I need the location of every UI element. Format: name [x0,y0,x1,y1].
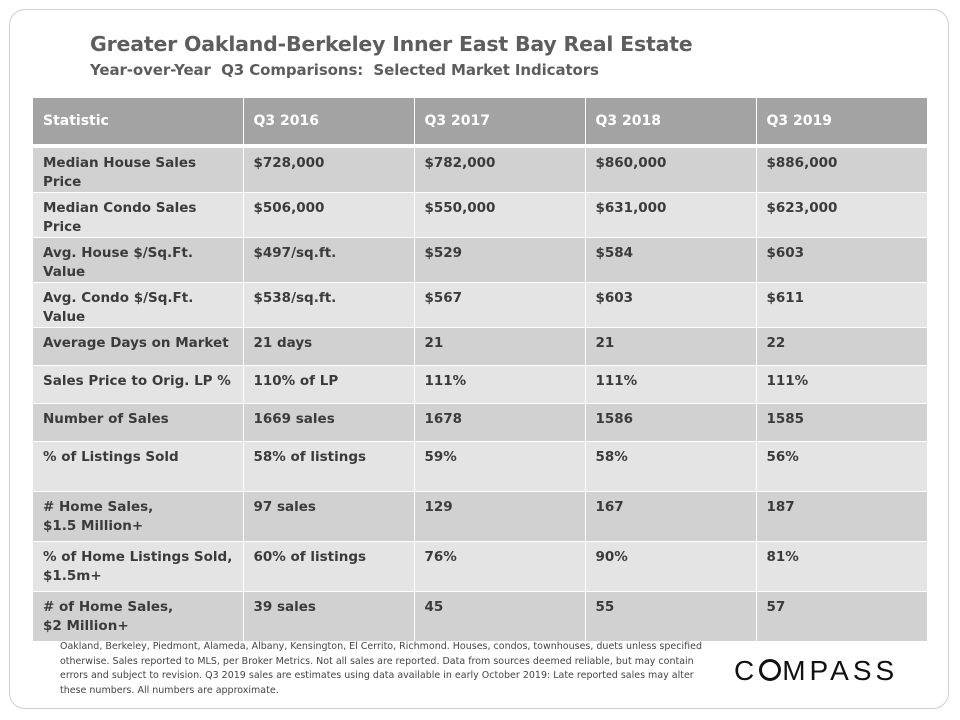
row-label-line1: # Home Sales, [43,499,154,515]
table-cell: 58% [585,441,757,492]
table-row: Avg. House $/Sq.Ft. Value $497/sq.ft. $5… [33,237,927,283]
table-cell: 90% [585,541,757,592]
table-cell: 21 [414,327,586,366]
table-cell: $860,000 [585,146,757,193]
market-indicators-table: Statistic Q3 2016 Q3 2017 Q3 2018 Q3 201… [33,98,927,642]
column-header: Q3 2016 [243,98,415,148]
row-label-line2: $1.5 Million+ [43,518,144,534]
table-cell: $529 [414,237,586,283]
table-cell: $538/sq.ft. [243,282,415,328]
table-cell: $567 [414,282,586,328]
row-label: % of Listings Sold [33,441,244,492]
table-cell: $603 [756,237,927,283]
table-cell: $584 [585,237,757,283]
row-label: Median Condo Sales Price [33,192,244,238]
row-label: Avg. House $/Sq.Ft. Value [33,237,244,283]
row-label: Median House Sales Price [33,146,244,193]
table-cell: $782,000 [414,146,586,193]
table-cell: 187 [756,491,927,542]
page-title: Greater Oakland-Berkeley Inner East Bay … [90,32,693,56]
table-row: Sales Price to Orig. LP % 110% of LP 111… [33,365,927,404]
footnote: Oakland, Berkeley, Piedmont, Alameda, Al… [60,641,702,696]
table-cell: 167 [585,491,757,542]
compass-logo: C MPASS [734,655,898,687]
table-row: Number of Sales 1669 sales 1678 1586 158… [33,403,927,442]
table-cell: $886,000 [756,146,927,193]
table-cell: 57 [756,591,927,642]
row-label: # Home Sales, $1.5 Million+ [33,491,244,542]
table-cell: 1678 [414,403,586,442]
table-cell: $631,000 [585,192,757,238]
table-row: # Home Sales, $1.5 Million+ 97 sales 129 … [33,491,927,542]
logo-o-ring [759,659,782,681]
table-row: Median Condo Sales Price $506,000 $550,0… [33,192,927,238]
row-label: % of Home Listings Sold, $1.5m+ [33,541,244,592]
table-cell: $603 [585,282,757,328]
table-cell: 58% of listings [243,441,415,492]
table-cell: 1585 [756,403,927,442]
table-cell: 59% [414,441,586,492]
table-cell: 21 [585,327,757,366]
table-cell: 97 sales [243,491,415,542]
table-header-row: Statistic Q3 2016 Q3 2017 Q3 2018 Q3 201… [33,98,927,148]
table-cell: 1669 sales [243,403,415,442]
table-cell: 45 [414,591,586,642]
table-cell: 39 sales [243,591,415,642]
logo-text-end: MPASS [782,655,899,686]
row-label: # of Home Sales, $2 Million+ [33,591,244,642]
table-cell: 111% [414,365,586,404]
table-cell: 22 [756,327,927,366]
table-cell: 55 [585,591,757,642]
row-label: Sales Price to Orig. LP % [33,365,244,404]
table-cell: $550,000 [414,192,586,238]
row-label-line2: $1.5m+ [43,568,102,584]
table-cell: 111% [585,365,757,404]
slide-frame [9,9,949,709]
table-cell: 76% [414,541,586,592]
table-cell: $623,000 [756,192,927,238]
column-header: Statistic [33,98,244,148]
column-header: Q3 2018 [585,98,757,148]
table-cell: 56% [756,441,927,492]
table-cell: 110% of LP [243,365,415,404]
table-cell: 81% [756,541,927,592]
column-header: Q3 2017 [414,98,586,148]
table-cell: $728,000 [243,146,415,193]
table-row: Average Days on Market 21 days 21 21 22 [33,327,927,366]
table-cell: $506,000 [243,192,415,238]
table-cell: $497/sq.ft. [243,237,415,283]
table-row: # of Home Sales, $2 Million+ 39 sales 45 … [33,591,927,642]
table-cell: 1586 [585,403,757,442]
table-row: % of Listings Sold 58% of listings 59% 5… [33,441,927,492]
row-label: Average Days on Market [33,327,244,366]
page-subtitle: Year-over-Year Q3 Comparisons: Selected … [90,61,599,79]
row-label-line1: % of Home Listings Sold, [43,549,233,565]
logo-text-start: C [734,655,759,686]
table-cell: 111% [756,365,927,404]
table-cell: $611 [756,282,927,328]
table-cell: 129 [414,491,586,542]
table-row: Avg. Condo $/Sq.Ft. Value $538/sq.ft. $5… [33,282,927,328]
row-label: Avg. Condo $/Sq.Ft. Value [33,282,244,328]
table-row: Median House Sales Price $728,000 $782,0… [33,146,927,193]
column-header: Q3 2019 [756,98,927,148]
row-label-line1: # of Home Sales, [43,599,174,615]
table-cell: 21 days [243,327,415,366]
table-cell: 60% of listings [243,541,415,592]
table-row: % of Home Listings Sold, $1.5m+ 60% of li… [33,541,927,592]
row-label: Number of Sales [33,403,244,442]
row-label-line2: $2 Million+ [43,618,129,634]
